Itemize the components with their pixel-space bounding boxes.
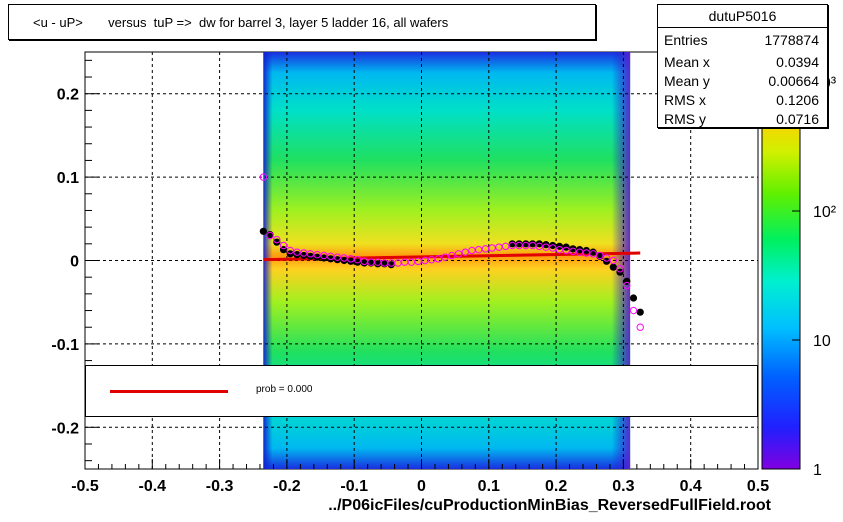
y-tick-label: 0 <box>70 254 79 271</box>
profile-point <box>589 250 597 258</box>
x-axis-title: ../P06icFiles/cuProductionMinBias_Revers… <box>328 497 771 514</box>
mean-point <box>353 258 362 266</box>
x-tick-label: -0.1 <box>340 478 368 495</box>
mean-point <box>576 246 584 254</box>
x-tick-label: 0.1 <box>478 478 500 495</box>
data-markers <box>259 173 644 331</box>
mean-point <box>522 240 530 248</box>
stats-row-rms-x: RMS x 0.1206 <box>658 91 827 110</box>
mean-point <box>320 254 328 262</box>
profile-point <box>596 251 604 260</box>
profile-point <box>286 246 294 255</box>
x-tick-label: 0.2 <box>545 478 567 495</box>
profile-point <box>549 244 557 252</box>
mean-point <box>313 253 321 261</box>
profile-point <box>616 265 624 273</box>
stats-row-mean-y: Mean y 0.00664 <box>658 72 827 91</box>
mean-point <box>259 227 267 235</box>
profile-point <box>353 255 362 264</box>
stats-value: 0.00664 <box>768 73 819 89</box>
x-tick-label: -0.4 <box>139 478 167 495</box>
colorbar-tick-label: 10² <box>813 204 837 221</box>
mean-point <box>629 294 638 302</box>
mean-point <box>636 308 644 316</box>
profile-point <box>454 250 463 258</box>
mean-point <box>360 259 368 267</box>
stats-label: RMS x <box>664 92 706 108</box>
mean-point <box>589 248 597 256</box>
x-tick-label: -0.2 <box>273 478 301 495</box>
profile-point <box>623 281 631 290</box>
profile-point <box>448 251 456 260</box>
legend-box: prob = 0.000 <box>85 365 758 417</box>
profile-point <box>273 235 281 244</box>
stats-row-mean-x: Mean x 0.0394 <box>658 53 827 72</box>
mean-point <box>542 241 550 249</box>
chart-title: <u - uP> versus tuP => dw for barrel 3, … <box>8 4 596 40</box>
x-tick-label: 0.5 <box>747 478 769 495</box>
y-tick-label: 0.1 <box>57 170 79 187</box>
mean-point <box>582 246 590 255</box>
mean-point <box>569 245 577 253</box>
stats-row-entries: Entries 1778874 <box>658 28 827 53</box>
mean-point <box>300 251 308 260</box>
stats-label: Mean x <box>664 54 710 70</box>
stats-row-rms-y: RMS y 0.0716 <box>658 110 827 129</box>
mean-point <box>387 261 395 269</box>
legend-text: prob = 0.000 <box>256 384 313 395</box>
mean-point <box>535 240 543 248</box>
stats-label: Mean y <box>664 73 710 89</box>
profile-point <box>461 248 469 256</box>
legend-fit-line-swatch <box>110 390 228 393</box>
mean-point <box>508 240 516 248</box>
mean-point <box>327 255 335 263</box>
stats-label: Entries <box>664 32 708 48</box>
profile-point <box>259 173 268 181</box>
stats-value: 0.0394 <box>776 54 819 70</box>
y-tick-label: 0.2 <box>57 87 79 104</box>
stats-value: 1778874 <box>764 32 819 48</box>
profile-point <box>441 253 449 261</box>
stats-value: 0.1206 <box>776 92 819 108</box>
profile-point <box>629 306 638 315</box>
mean-point <box>273 238 281 246</box>
mean-point <box>347 257 355 265</box>
x-tick-label: 0 <box>417 478 426 495</box>
axis-ticks: -0.5 -0.4 -0.3 -0.2 -0.1 0 0.1 0.2 0.3 0.4 0.5 0.2 0… <box>51 59 769 495</box>
profile-point <box>636 323 644 331</box>
stats-value: 0.0716 <box>776 111 819 127</box>
profile-point <box>279 241 288 250</box>
profile-point <box>434 255 443 263</box>
x-tick-label: -0.3 <box>206 478 234 495</box>
mean-point <box>374 260 382 268</box>
x-tick-label: 0.4 <box>680 478 702 495</box>
profile-point <box>609 256 618 265</box>
profile-point <box>266 231 274 240</box>
mean-point <box>340 256 348 265</box>
mean-point <box>515 240 523 248</box>
colorbar-tick-label: 1 <box>813 462 822 479</box>
mean-point <box>609 263 617 271</box>
x-tick-label: 0.3 <box>612 478 634 495</box>
stats-title: dutuP5016 <box>658 5 827 28</box>
stats-label: RMS y <box>664 111 706 127</box>
stats-box: dutuP5016 Entries 1778874 Mean x 0.0394 … <box>657 4 828 128</box>
x-tick-label: -0.5 <box>71 478 99 495</box>
profile-point <box>602 254 611 262</box>
mean-point <box>293 251 301 259</box>
colorbar-tick-label: 10 <box>813 333 831 350</box>
y-tick-label: -0.1 <box>51 337 79 354</box>
y-tick-label: -0.2 <box>51 420 79 437</box>
mean-point <box>528 240 537 248</box>
mean-point <box>549 241 557 250</box>
mean-point <box>333 256 341 264</box>
mean-point <box>306 252 315 260</box>
